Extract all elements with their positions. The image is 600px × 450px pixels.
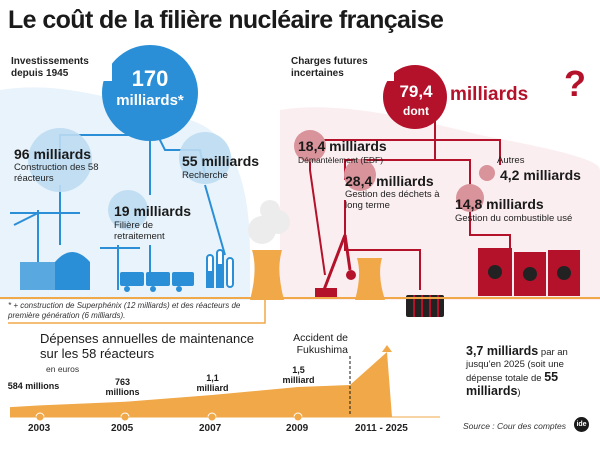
orange-connector xyxy=(8,298,266,324)
fukushima-event: Accident de Fukushima xyxy=(293,332,348,356)
retraitement-circle xyxy=(108,190,148,230)
charges-dont: dont xyxy=(403,104,429,118)
reactor-dome xyxy=(55,252,90,290)
autres-desc: Autres xyxy=(497,155,525,166)
charges-question-mark: ? xyxy=(564,63,586,104)
point-label-2003: 584 millions xyxy=(7,381,60,391)
investment-footnote: * + construction de Superphénix (12 mill… xyxy=(8,301,241,320)
year-2011-2025: 2011 - 2025 xyxy=(355,423,408,434)
demantelement-desc: Démantèlement (EDF) xyxy=(298,155,384,165)
future-amount: 3,7 milliards xyxy=(466,344,539,358)
construction-amount: 96 milliards xyxy=(14,146,92,162)
dechets-amount: 28,4 milliards xyxy=(345,173,434,189)
maintenance-area xyxy=(10,385,350,417)
construction-desc: Construction des 58 réacteurs xyxy=(14,162,99,184)
source-note: Source : Cour des comptes xyxy=(463,421,566,431)
investment-label: Investissements depuis 1945 xyxy=(8,55,112,81)
combustible-desc: Gestion du combustible usé xyxy=(455,213,573,224)
crane-right xyxy=(100,245,140,290)
combustible-amount: 14,8 milliards xyxy=(455,196,544,212)
maintenance-title: Dépenses annuelles de maintenance sur le… xyxy=(40,331,254,361)
recherche-desc: Recherche xyxy=(182,170,228,181)
future-total: 55 milliards xyxy=(466,370,559,398)
cooling-towers xyxy=(250,250,385,300)
autres-circle xyxy=(479,165,495,181)
construction-circle xyxy=(28,128,92,192)
point-label-2005: 763 millions xyxy=(105,377,140,397)
future-area xyxy=(350,352,392,417)
year-2009: 2009 xyxy=(286,423,309,434)
autres-amount: 4,2 milliards xyxy=(500,167,581,183)
test-tubes xyxy=(206,249,234,288)
radioactive-barrels xyxy=(478,248,580,296)
point-label-2009: 1,5 milliard xyxy=(282,365,315,385)
charges-label: Charges futures incertaines xyxy=(288,55,394,81)
dechets-circle xyxy=(344,159,376,191)
investment-total-unit: milliards* xyxy=(116,92,184,109)
year-2005: 2005 xyxy=(111,423,134,434)
investment-total-value: 170 xyxy=(131,66,169,91)
charges-total-unit: milliards xyxy=(450,84,529,105)
demantelement-amount: 18,4 milliards xyxy=(298,138,387,154)
page-title: Le coût de la filière nucléaire français… xyxy=(8,6,444,34)
demantelement-circle xyxy=(294,130,326,162)
reactor-block xyxy=(20,262,55,290)
demolition-base xyxy=(315,288,337,298)
recherche-amount: 55 milliards xyxy=(182,153,260,169)
dechets-desc: Gestion des déchets à long terme xyxy=(345,189,440,211)
point-label-2007: 1,1 milliard xyxy=(196,373,229,393)
year-2003: 2003 xyxy=(28,423,51,434)
maintenance-unit: en euros xyxy=(46,364,80,374)
pink-background-shape xyxy=(280,107,600,300)
charges-total-value: 79,4 xyxy=(399,82,433,101)
future-arrow xyxy=(382,345,392,352)
maintenance-chart xyxy=(10,345,440,422)
recherche-circle xyxy=(179,132,231,184)
investment-total-circle xyxy=(102,45,198,141)
year-2007: 2007 xyxy=(199,423,222,434)
steam xyxy=(248,200,290,244)
ide-logo: ide xyxy=(574,417,589,432)
future-close: ) xyxy=(517,387,521,398)
wrecking-ball xyxy=(346,270,356,280)
charges-total-circle xyxy=(383,65,447,129)
retraitement-desc: Filière de retraitement xyxy=(114,220,165,242)
future-text: par an jusqu'en 2025 (soit une dépense t… xyxy=(466,347,568,384)
waste-crate xyxy=(406,295,444,317)
combustible-circle xyxy=(456,184,484,212)
retraitement-amount: 19 milliards xyxy=(114,203,192,219)
transport-trucks xyxy=(120,272,194,292)
future-annotation: 3,7 milliards par an jusqu'en 2025 (soit… xyxy=(466,345,596,399)
